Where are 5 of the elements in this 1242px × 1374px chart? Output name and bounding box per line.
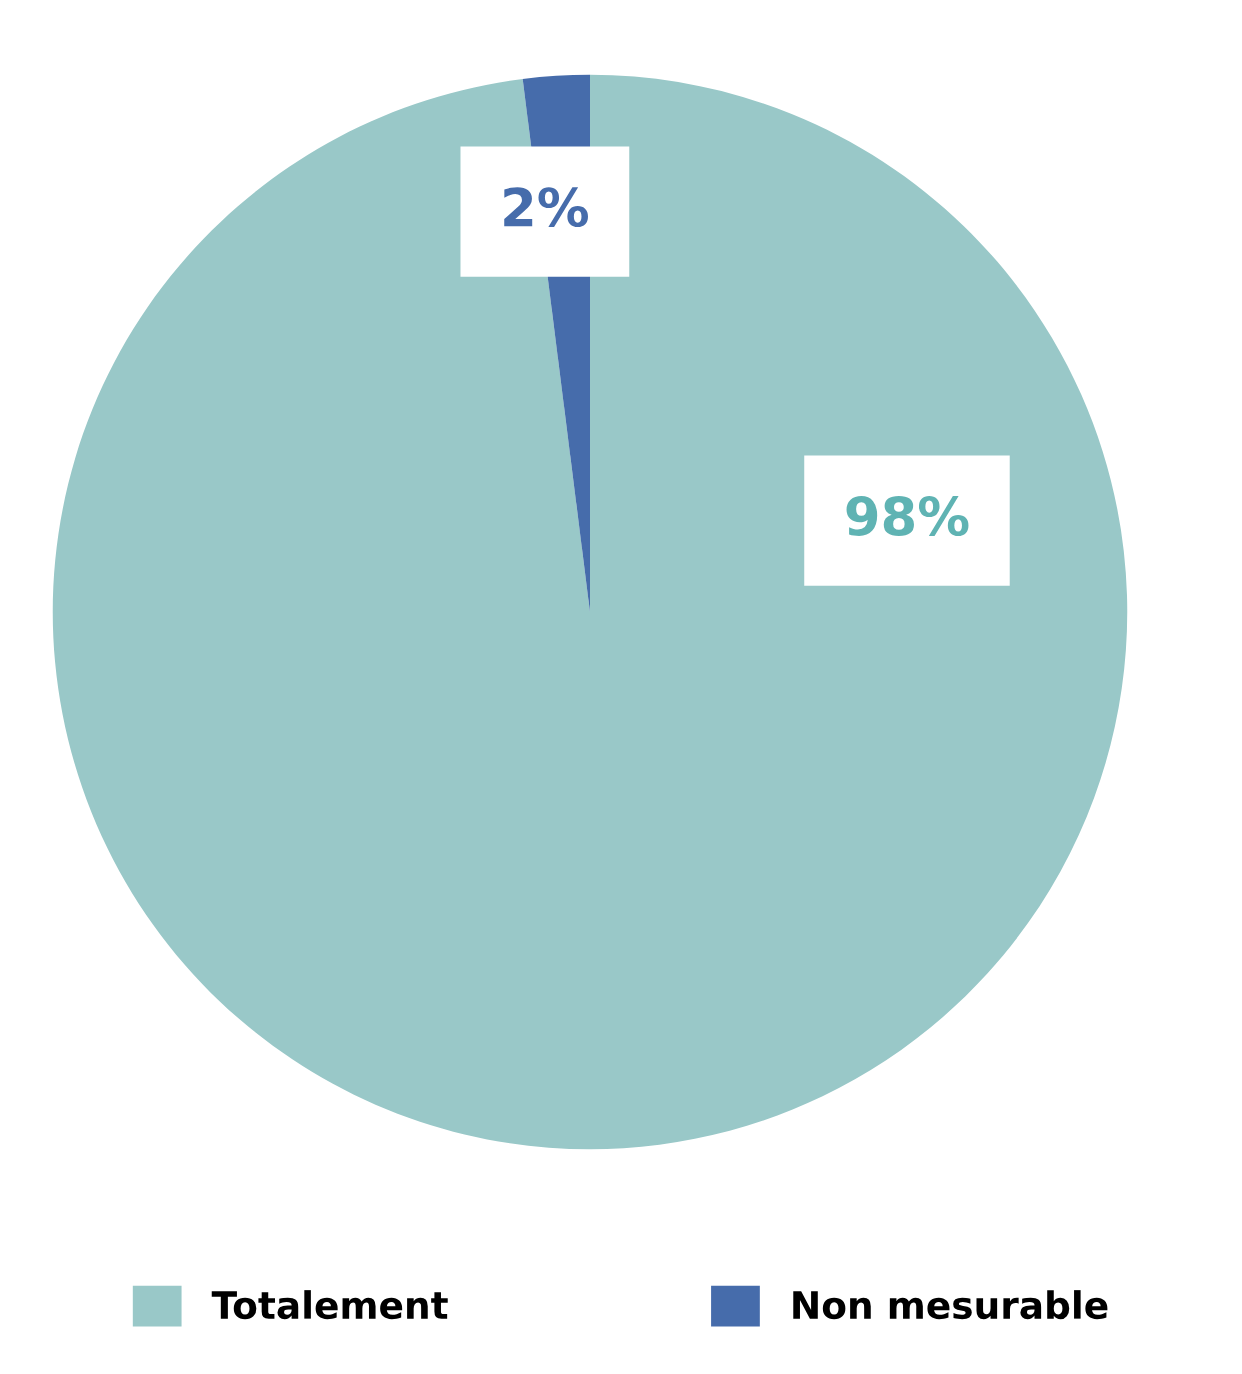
data-label: 98% [846,496,969,536]
legend-label: Non mesurable [793,1290,1108,1320]
pie-slice [52,74,1128,1150]
legend-label: Totalement [211,1290,448,1320]
data-label: 2% [504,187,588,228]
